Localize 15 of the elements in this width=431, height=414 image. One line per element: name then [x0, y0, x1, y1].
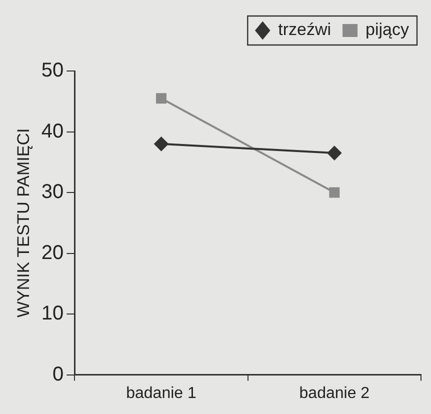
point — [154, 136, 168, 151]
point — [327, 146, 342, 160]
y-tick-label: 20 — [41, 242, 64, 264]
y-tick-label: 30 — [41, 181, 64, 204]
x-tick-label: badanie 2 — [299, 384, 370, 402]
y-tick-label: 0 — [52, 363, 64, 386]
point — [156, 93, 166, 104]
y-axis-title: WYNIK TESTU PAMIĘCI — [14, 128, 33, 318]
y-tick-label: 50 — [41, 60, 64, 82]
point — [329, 187, 340, 198]
y-tick-label: 10 — [41, 302, 64, 325]
x-tick-label: badanie 1 — [126, 384, 196, 402]
y-tick-label: 40 — [41, 120, 64, 142]
legend-label: trzeźwi — [278, 20, 332, 40]
legend-label: pijący — [366, 20, 410, 40]
